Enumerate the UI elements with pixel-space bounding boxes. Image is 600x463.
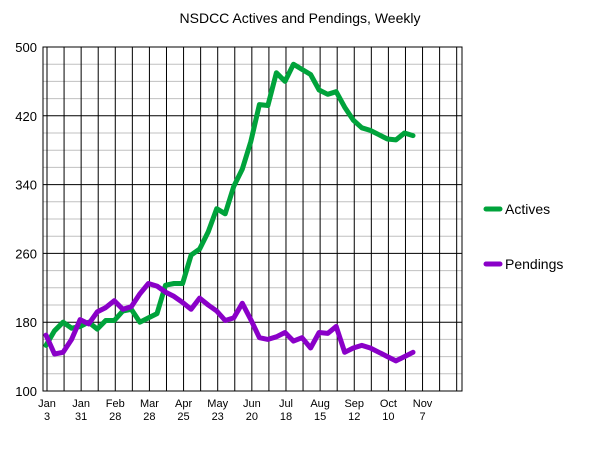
x-tick-month: Jun (243, 398, 261, 410)
y-axis-ticks: 100 180 260 340 420 500 (15, 40, 37, 399)
x-tick-month: Aug (310, 398, 330, 410)
x-tick-month: Sep (344, 398, 364, 410)
x-tick-day: 7 (419, 411, 425, 423)
x-tick-day: 20 (246, 411, 258, 423)
y-tick-label: 340 (15, 178, 37, 193)
x-tick-day: 3 (44, 411, 50, 423)
x-tick-month: Oct (380, 398, 397, 410)
series-line-actives (43, 61, 416, 348)
chart-title: NSDCC Actives and Pendings, Weekly (180, 10, 421, 26)
legend-label: Pendings (505, 256, 563, 272)
y-tick-label: 500 (15, 40, 37, 55)
legend-item-pendings: Pendings (483, 256, 563, 272)
x-tick-month: Nov (413, 398, 433, 410)
x-tick-month: Mar (140, 398, 159, 410)
x-tick-day: 31 (75, 411, 87, 423)
legend-label: Actives (505, 201, 550, 217)
x-axis-ticks: Jan3Jan31Feb28Mar28Apr25May23Jun20Jul18A… (38, 398, 433, 423)
x-tick-month: Jul (279, 398, 293, 410)
x-tick-day: 10 (382, 411, 394, 423)
x-tick-day: 23 (212, 411, 224, 423)
x-tick-day: 15 (314, 411, 326, 423)
x-tick-month: Apr (175, 398, 192, 410)
plot-frame (42, 46, 463, 392)
minor-gridlines (43, 63, 462, 375)
x-tick-month: May (207, 398, 228, 410)
x-tick-day: 28 (109, 411, 121, 423)
y-tick-label: 260 (15, 246, 37, 261)
series-line-pendings (43, 281, 416, 364)
x-tick-month: Jan (38, 398, 56, 410)
x-tick-day: 25 (177, 411, 189, 423)
x-tick-month: Feb (106, 398, 125, 410)
series-layer (43, 61, 416, 364)
x-tick-day: 18 (280, 411, 292, 423)
y-tick-label: 180 (15, 315, 37, 330)
y-tick-label: 100 (15, 384, 37, 399)
legend: Actives Pendings (483, 201, 563, 272)
y-tick-label: 420 (15, 109, 37, 124)
legend-item-actives: Actives (483, 201, 550, 217)
x-tick-day: 12 (348, 411, 360, 423)
x-tick-day: 28 (143, 411, 155, 423)
x-tick-month: Jan (72, 398, 90, 410)
